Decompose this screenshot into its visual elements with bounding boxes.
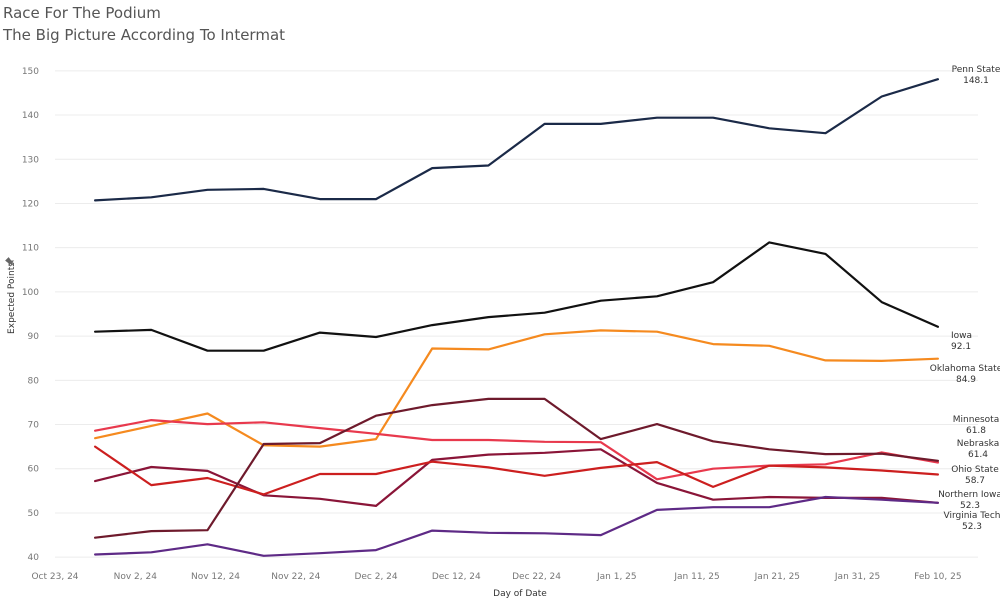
end-label-name-ohio-state: Ohio State bbox=[951, 465, 999, 475]
series-line-penn-state[interactable] bbox=[93, 78, 940, 202]
y-tick-label: 80 bbox=[28, 376, 40, 386]
chart-subtitle: The Big Picture According To Intermat bbox=[3, 26, 286, 44]
end-label-name-northern-iowa: Northern Iowa bbox=[938, 490, 1000, 500]
end-label-name-oklahoma-state: Oklahoma State bbox=[930, 364, 1000, 374]
y-tick-label: 40 bbox=[28, 553, 40, 563]
end-label-value-ohio-state: 58.7 bbox=[965, 476, 985, 486]
x-tick-label: Oct 23, 24 bbox=[31, 572, 78, 582]
end-label-name-virginia-tech: Virginia Tech bbox=[944, 511, 1000, 521]
x-tick-label: Jan 11, 25 bbox=[673, 572, 719, 582]
y-tick-label: 90 bbox=[28, 332, 40, 342]
end-label-name-minnesota: Minnesota bbox=[953, 415, 999, 425]
end-label-value-iowa: 92.1 bbox=[951, 342, 971, 352]
x-tick-label: Dec 22, 24 bbox=[512, 572, 561, 582]
y-tick-label: 60 bbox=[28, 465, 40, 475]
y-tick-label: 130 bbox=[22, 155, 39, 165]
y-tick-label: 150 bbox=[22, 67, 39, 77]
end-label-name-penn-state: Penn State bbox=[952, 65, 1000, 75]
x-tick-label: Nov 12, 24 bbox=[191, 572, 240, 582]
end-label-value-virginia-tech: 52.3 bbox=[962, 522, 982, 532]
series-line-nebraska[interactable] bbox=[93, 419, 940, 481]
end-label-value-minnesota: 61.8 bbox=[966, 426, 986, 436]
pin-icon[interactable] bbox=[5, 257, 16, 268]
x-tick-label: Nov 22, 24 bbox=[271, 572, 320, 582]
y-tick-label: 110 bbox=[22, 244, 39, 254]
y-tick-label: 100 bbox=[22, 288, 39, 298]
x-tick-label: Jan 1, 25 bbox=[596, 572, 637, 582]
end-label-value-oklahoma-state: 84.9 bbox=[956, 375, 976, 385]
series-line-virginia-tech[interactable] bbox=[93, 495, 940, 557]
x-tick-label: Feb 10, 25 bbox=[914, 572, 961, 582]
end-label-value-northern-iowa: 52.3 bbox=[960, 501, 980, 511]
series-line-iowa[interactable] bbox=[93, 241, 940, 352]
series-lines bbox=[93, 78, 940, 557]
y-axis-label: Expected Points bbox=[7, 262, 17, 334]
series-line-oklahoma-state[interactable] bbox=[93, 329, 940, 448]
end-label-name-iowa: Iowa bbox=[951, 331, 972, 341]
end-label-name-nebraska: Nebraska bbox=[957, 439, 999, 449]
x-tick-label: Jan 21, 25 bbox=[754, 572, 800, 582]
series-line-minnesota[interactable] bbox=[93, 448, 940, 507]
gridlines bbox=[55, 70, 978, 558]
x-axis-ticks: Oct 23, 24 Nov 2, 24 Nov 12, 24 Nov 22, 24 D… bbox=[31, 572, 961, 582]
x-tick-label: Jan 31, 25 bbox=[834, 572, 880, 582]
x-tick-label: Dec 2, 24 bbox=[354, 572, 397, 582]
x-axis-label: Day of Date bbox=[493, 589, 547, 599]
y-tick-label: 50 bbox=[28, 509, 40, 519]
y-tick-label: 140 bbox=[22, 111, 39, 121]
y-tick-label: 120 bbox=[22, 199, 39, 209]
series-line-northern-iowa[interactable] bbox=[93, 397, 940, 539]
x-tick-label: Dec 12, 24 bbox=[432, 572, 481, 582]
end-label-value-nebraska: 61.4 bbox=[968, 450, 988, 460]
end-label-value-penn-state: 148.1 bbox=[963, 76, 989, 86]
y-tick-label: 70 bbox=[28, 421, 40, 431]
y-axis-ticks: 40 50 60 70 80 90 100 110 120 130 140 150 bbox=[22, 67, 39, 563]
chart-title: Race For The Podium bbox=[3, 4, 161, 22]
x-tick-label: Nov 2, 24 bbox=[114, 572, 158, 582]
